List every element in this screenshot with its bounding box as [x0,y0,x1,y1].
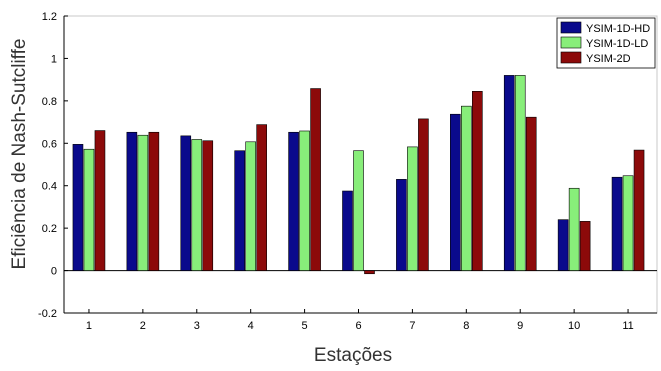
bar [611,176,623,271]
x-axis-title: Estações [314,345,392,366]
bar [342,190,353,271]
legend-label: YSIM-1D-HD [586,23,650,35]
bar [245,141,256,271]
x-tick-label: 2 [140,320,146,332]
bar [568,187,580,271]
bar [72,144,84,271]
bar [396,179,407,271]
x-tick-label: 8 [463,320,469,332]
bar [137,134,149,271]
legend: YSIM-1D-HD YSIM-1D-LD YSIM-2D [556,17,656,69]
legend-label: YSIM-1D-LD [586,38,648,50]
x-tick-label: 4 [248,320,254,332]
bars [72,75,645,275]
bar [364,270,375,275]
bar [472,91,483,271]
y-axis-ticks: -0.2 0 0.2 0.4 0.6 0.8 1 1.2 [38,11,68,320]
bar [514,75,526,271]
bar [461,105,472,271]
bar [407,146,418,271]
bar [633,149,645,271]
bar [299,130,310,271]
y-axis-title: Eficiência de Nash-Sutcliffe [9,39,30,270]
legend-label: YSIM-2D [586,53,631,65]
y-tick-label: 0 [51,266,57,278]
bar [557,219,569,271]
bar [83,148,95,271]
bar [525,116,537,271]
y-tick-label: 1 [51,53,57,65]
x-tick-label: 11 [622,320,633,332]
legend-swatch [560,36,582,49]
bar [202,140,214,271]
x-tick-label: 7 [409,320,415,332]
bar [450,113,461,271]
y-tick-label: 0.2 [42,223,57,235]
x-tick-label: 5 [302,320,308,332]
bar [353,150,364,271]
y-tick-label: 0.4 [42,181,57,193]
bar [310,88,321,271]
bar [148,131,160,271]
bar [256,124,267,271]
bar [579,221,591,271]
bar [126,131,138,271]
y-tick-label: 0.6 [42,138,57,150]
x-tick-label: 1 [86,320,92,332]
x-tick-label: 9 [517,320,523,332]
bar [503,75,515,271]
y-tick-label: 0.8 [42,96,57,108]
x-tick-label: 3 [194,320,200,332]
x-tick-label: 10 [568,320,580,332]
bar [418,118,429,271]
bar [94,130,106,271]
bar [234,150,245,271]
legend-swatch [560,51,582,64]
y-tick-label: 1.2 [42,11,57,23]
bar [180,135,192,271]
bar [191,139,203,271]
x-axis-ticks: 1 2 3 4 5 6 7 8 9 10 11 [86,309,634,332]
y-tick-label: -0.2 [38,308,57,320]
bar [622,175,634,271]
legend-swatch [560,21,582,34]
x-tick-label: 6 [355,320,361,332]
bar [288,131,299,271]
